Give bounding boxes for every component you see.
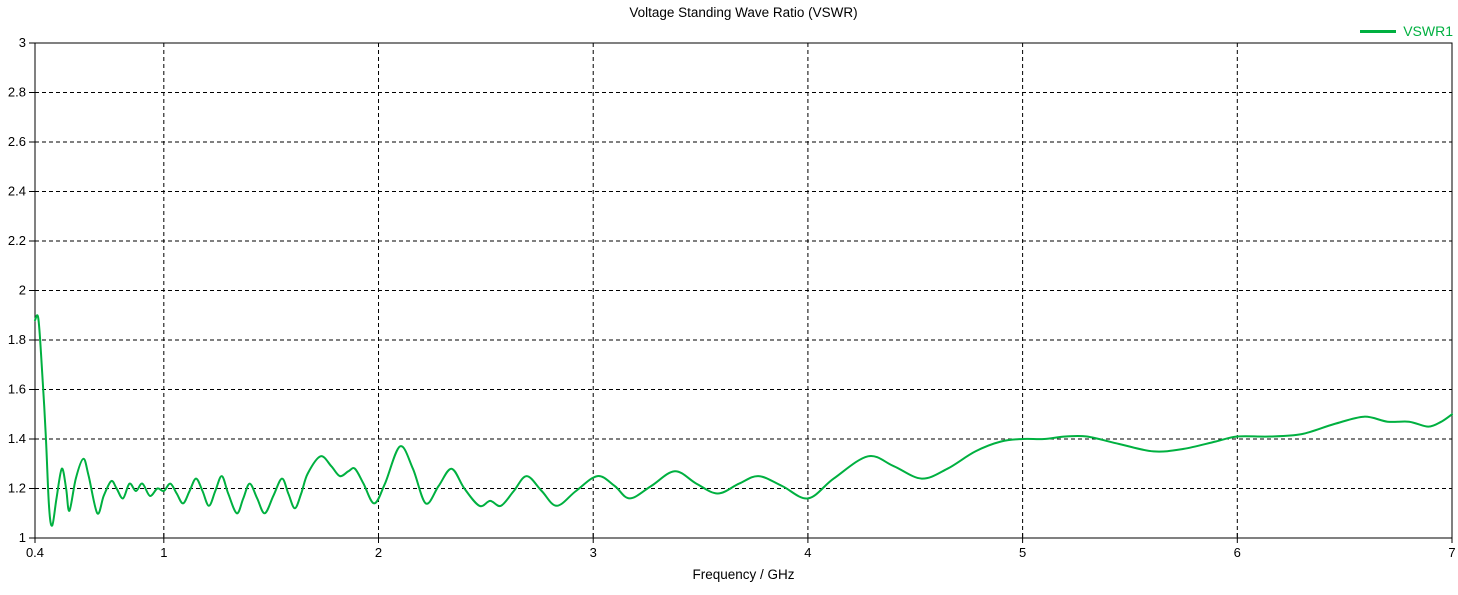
y-tick-label: 1	[19, 530, 26, 545]
legend-item-vswr1[interactable]: VSWR1	[1360, 23, 1453, 39]
legend: VSWR1	[1360, 23, 1453, 39]
y-tick-label: 1.6	[8, 382, 26, 397]
y-tick-label: 2.8	[8, 85, 26, 100]
vswr1-curve[interactable]	[34, 314, 1453, 527]
x-tick-label: 0.4	[26, 545, 44, 560]
x-axis-title: Frequency / GHz	[692, 567, 795, 582]
y-tick-label: 2.6	[8, 134, 26, 149]
legend-line-swatch	[1360, 29, 1397, 33]
x-tick-label: 4	[804, 545, 811, 560]
x-tick-label: 7	[1448, 545, 1455, 560]
y-tick-label: 1.2	[8, 481, 26, 496]
x-tick-label: 2	[375, 545, 382, 560]
y-tick-label: 1.8	[8, 332, 26, 347]
x-tick-label: 1	[160, 545, 167, 560]
y-tick-label: 2.4	[8, 184, 26, 199]
y-tick-label: 2.2	[8, 233, 26, 248]
y-tick-label: 2	[19, 283, 26, 298]
y-tick-label: 1.4	[8, 431, 26, 446]
x-tick-label: 5	[1019, 545, 1026, 560]
chart-title: Voltage Standing Wave Ratio (VSWR)	[629, 5, 858, 20]
legend-label: VSWR1	[1403, 23, 1453, 39]
y-tick-label: 3	[19, 35, 26, 50]
x-tick-label: 6	[1234, 545, 1241, 560]
x-tick-label: 3	[590, 545, 597, 560]
